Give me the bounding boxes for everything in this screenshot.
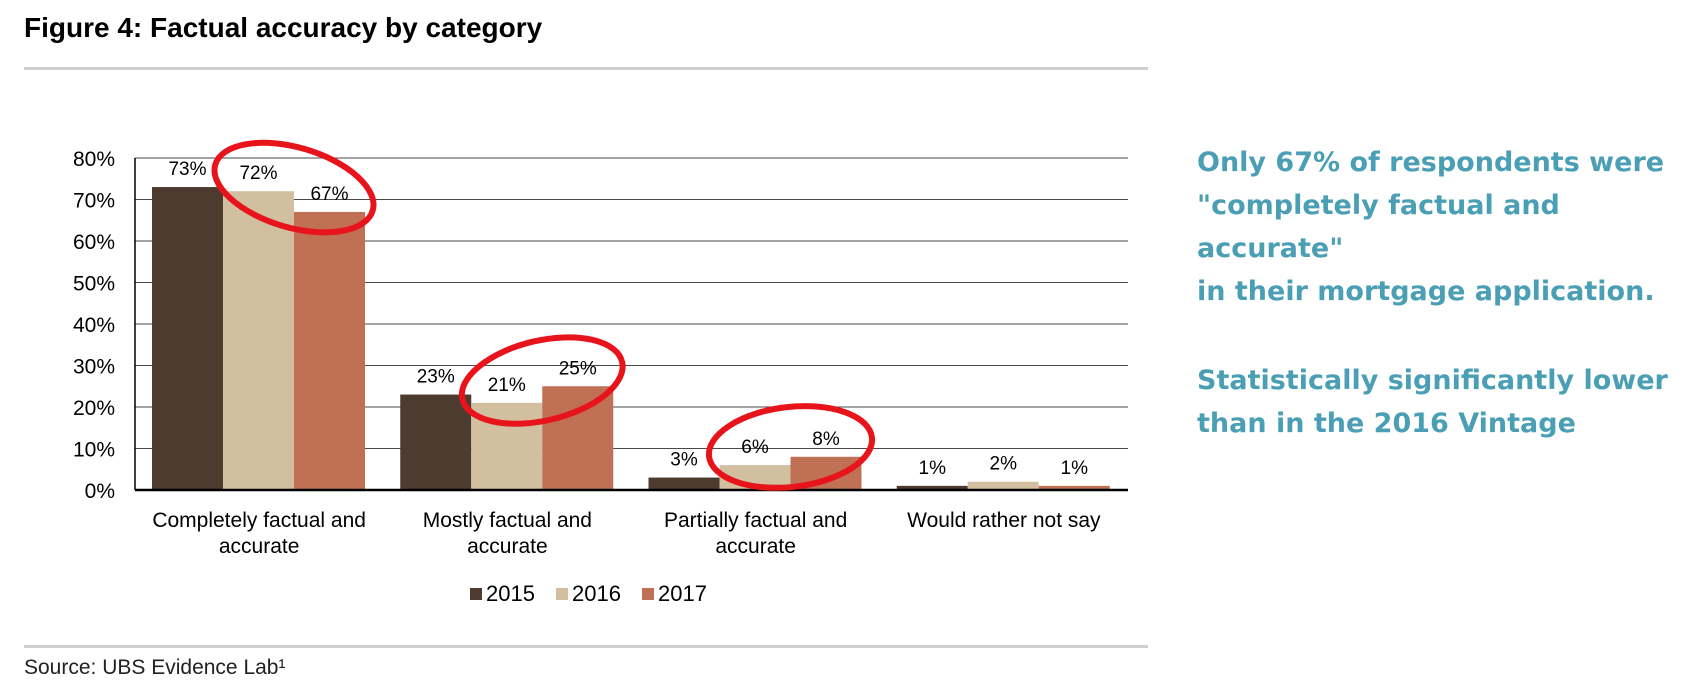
- data-label: 21%: [488, 375, 526, 396]
- data-label: 1%: [1061, 458, 1089, 479]
- legend-label: 2016: [572, 581, 621, 606]
- bar: [896, 485, 968, 490]
- callout-67-percent: Only 67% of respondents were "completely…: [1197, 147, 1665, 307]
- data-label: 8%: [812, 429, 840, 450]
- bottom-divider: [24, 645, 1148, 648]
- data-label: 23%: [417, 367, 455, 388]
- legend-label: 2017: [658, 581, 707, 606]
- y-tick-label: 70%: [73, 190, 115, 213]
- data-label: 73%: [168, 159, 206, 180]
- x-tick-label: Mostly factual and accurate: [423, 509, 592, 558]
- source-note: Source: UBS Evidence Lab¹: [24, 656, 286, 679]
- y-tick-label: 80%: [73, 148, 115, 171]
- legend-swatch: [470, 588, 482, 600]
- bar: [648, 477, 720, 490]
- highlight-ellipse: [705, 403, 876, 491]
- data-label: 1%: [919, 458, 947, 479]
- legend-label: 2015: [486, 581, 535, 606]
- top-divider: [24, 67, 1148, 70]
- legend-swatch: [642, 588, 654, 600]
- data-label: 25%: [559, 358, 597, 379]
- x-tick-label: Would rather not say: [907, 509, 1101, 532]
- bar: [542, 386, 614, 490]
- data-label: 2%: [990, 454, 1018, 475]
- data-label: 3%: [670, 450, 698, 471]
- y-tick-label: 30%: [73, 356, 115, 379]
- x-tick-label: Partially factual and accurate: [664, 509, 847, 558]
- data-label: 72%: [239, 163, 277, 184]
- bar: [223, 191, 294, 490]
- bar: [294, 211, 365, 490]
- bar: [967, 481, 1039, 490]
- bar: [400, 394, 472, 490]
- y-tick-label: 10%: [73, 439, 115, 462]
- highlight-ellipse: [458, 334, 626, 427]
- highlight-ellipse: [211, 139, 377, 236]
- legend-swatch: [556, 588, 568, 600]
- y-tick-label: 60%: [73, 231, 115, 254]
- data-label: 6%: [741, 437, 769, 458]
- bar: [152, 187, 223, 491]
- y-tick-label: 50%: [73, 273, 115, 296]
- x-tick-label: Completely factual and accurate: [152, 509, 366, 558]
- bar-chart: 0% 10% 20% 30% 40% 50% 60% 70% 80% 73% 72% 67% Compl…: [73, 139, 1128, 606]
- y-tick-label: 20%: [73, 397, 115, 420]
- y-tick-label: 40%: [73, 314, 115, 337]
- bar: [1038, 485, 1110, 490]
- figure-title: Figure 4: Factual accuracy by category: [24, 12, 543, 43]
- data-label: 67%: [310, 184, 348, 205]
- y-tick-label: 0%: [85, 480, 115, 503]
- callout-significance: Statistically significantly lower than i…: [1197, 365, 1668, 439]
